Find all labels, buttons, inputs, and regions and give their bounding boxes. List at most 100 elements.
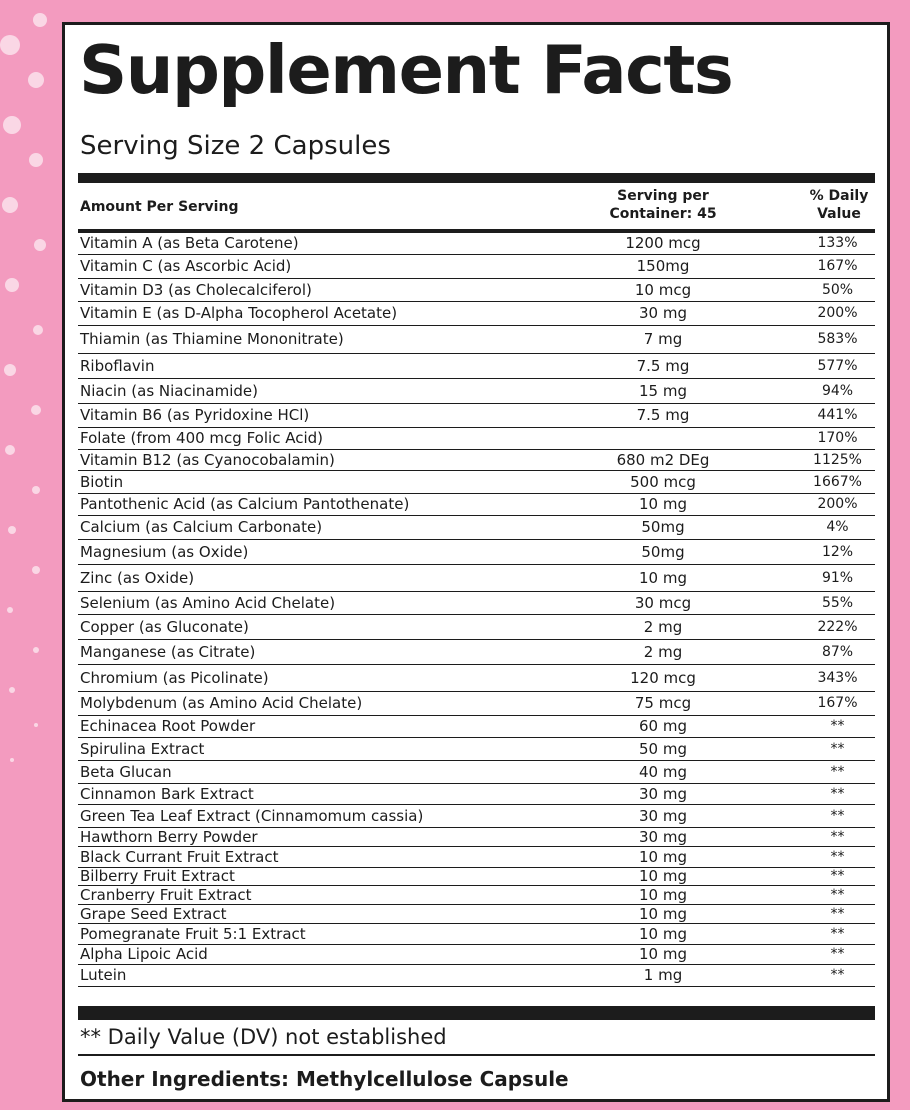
ingredient: Grape Seed Extract [80,904,227,923]
divider [78,229,875,233]
ingredient: Cinnamon Bark Extract [80,784,254,803]
header-cell: Serving per Container: 45 [609,188,717,222]
ingredient: Vitamin D3 (as Cholecalciferol) [80,280,312,299]
table-row: Selenium (as Amino Acid Chelate) 30 mcg 55… [78,592,875,615]
daily-value: ** [830,785,845,802]
ingredient: Alpha Lipoic Acid [80,945,208,964]
daily-value: ** [830,886,845,903]
divider [78,173,875,183]
amount: 500 mcg [630,472,696,491]
facts-panel: Supplement Facts Serving Size 2 Capsules… [62,22,890,1102]
amount: 50mg [641,542,685,561]
table-row: Echinacea Root Powder 60 mg ** [78,716,875,738]
daily-value: 4% [826,519,849,536]
ingredient: Spirulina Extract [80,739,205,758]
header-cell: % Daily Value [809,188,869,222]
amount: 30 mg [639,827,687,846]
table-row: Grape Seed Extract 10 mg ** [78,904,875,924]
table-row: Copper (as Gluconate) 2 mg 222% [78,615,875,640]
amount: 10 mg [639,904,687,923]
ingredient: Niacin (as Niacinamide) [80,381,258,400]
table-row: Folate (from 400 mcg Folic Acid) 170% [78,428,875,450]
amount: 75 mcg [634,694,692,713]
ingredient: Calcium (as Calcium Carbonate) [80,518,323,537]
table-row: Hawthorn Berry Powder 30 mg ** [78,827,875,847]
amount: 2 mg [643,617,683,636]
amount: 30 mcg [634,593,692,612]
table-row: Niacin (as Niacinamide) 15 mg 94% [78,379,875,404]
table-row: Vitamin B12 (as Cyanocobalamin) 680 m2 DE… [78,450,875,471]
table-row: Molybdenum (as Amino Acid Chelate) 75 mcg… [78,692,875,716]
daily-value: ** [830,905,845,922]
table-row: Cinnamon Bark Extract 30 mg ** [78,784,875,805]
daily-value: ** [830,807,845,824]
amount: 50 mg [639,739,687,758]
ingredient: Pomegranate Fruit 5:1 Extract [80,924,306,943]
daily-value: 170% [817,430,858,447]
table-row: Zinc (as Oxide) 10 mg 91% [78,565,875,592]
daily-value: 91% [821,569,854,586]
amount: 60 mg [639,717,687,736]
amount: 7.5 mg [636,356,690,375]
header-cell: Amount Per Serving [80,199,239,215]
amount: 120 mcg [630,668,696,687]
ingredient: Green Tea Leaf Extract (Cinnamomum cassi… [80,806,424,825]
ingredient: Selenium (as Amino Acid Chelate) [80,593,336,612]
daily-value: ** [830,868,845,885]
amount: 7 mg [643,330,683,349]
daily-value: ** [830,848,845,865]
divider [78,1054,875,1056]
amount: 7.5 mg [636,406,690,425]
amount: 10 mg [639,945,687,964]
ingredient: Vitamin E (as D-Alpha Tocopherol Acetate… [80,304,398,323]
ingredient: Pantothenic Acid (as Calcium Pantothenat… [80,495,410,514]
table-row: Pomegranate Fruit 5:1 Extract 10 mg ** [78,924,875,945]
ingredient: Biotin [80,472,124,491]
amount: 30 mg [639,784,687,803]
table-row: Biotin 500 mcg 1667% [78,471,875,494]
table-row: Vitamin D3 (as Cholecalciferol) 10 mcg 50% [78,279,875,302]
serving-size: Serving Size 2 Capsules [80,131,391,161]
daily-value: 222% [817,618,858,635]
other-ingredients: Other Ingredients: Methylcellulose Capsu… [80,1067,569,1091]
daily-value: ** [830,763,845,780]
amount: 10 mg [639,495,687,514]
amount: 15 mg [639,381,687,400]
ingredient: Thiamin (as Thiamine Mononitrate) [80,330,344,349]
ingredient: Molybdenum (as Amino Acid Chelate) [80,694,363,713]
title: Supplement Facts [79,31,734,109]
ingredient: Magnesium (as Oxide) [80,542,249,561]
daily-value: 167% [817,695,858,712]
ingredient: Folate (from 400 mcg Folic Acid) [80,429,323,448]
ingredient: Vitamin C (as Ascorbic Acid) [80,257,292,276]
daily-value: 12% [821,543,854,560]
ingredient: Echinacea Root Powder [80,717,256,736]
ingredient: Vitamin A (as Beta Carotene) [80,234,299,253]
table-row: Manganese (as Citrate) 2 mg 87% [78,640,875,665]
table-row: Lutein 1 mg ** [78,965,875,987]
daily-value: ** [830,740,845,757]
daily-value: ** [830,718,845,735]
amount: 1200 mcg [625,234,701,253]
amount: 10 mg [639,847,687,866]
table-header: Amount Per Serving Serving per Container… [78,185,875,229]
daily-value: ** [830,925,845,942]
table-row: Beta Glucan 40 mg ** [78,761,875,784]
table-body: Vitamin A (as Beta Carotene) 1200 mcg 133%… [78,233,875,987]
footnote: ** Daily Value (DV) not established [80,1025,447,1049]
daily-value: 343% [817,669,858,686]
amount: 10 mg [639,867,687,886]
ingredient: Riboflavin [80,356,155,375]
table-row: Green Tea Leaf Extract (Cinnamomum cassi… [78,805,875,828]
table-row: Vitamin C (as Ascorbic Acid) 150mg 167% [78,255,875,279]
amount: 10 mg [639,924,687,943]
amount: 150mg [636,257,690,276]
ingredient: Copper (as Gluconate) [80,617,249,636]
table-row: Chromium (as Picolinate) 120 mcg 343% [78,665,875,692]
ingredient: Manganese (as Citrate) [80,642,256,661]
daily-value: 1667% [813,473,862,490]
ingredient: Hawthorn Berry Powder [80,827,258,846]
table-row: Vitamin B6 (as Pyridoxine HCl) 7.5 mg 441% [78,404,875,428]
daily-value: 167% [817,258,858,275]
